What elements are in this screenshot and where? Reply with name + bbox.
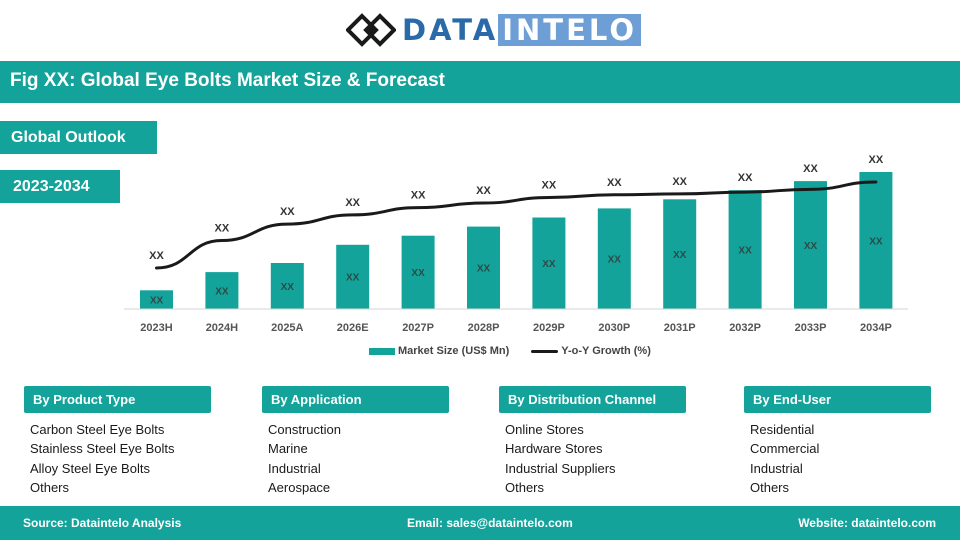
segment-title: By Product Type [24, 386, 211, 413]
bar-value-label: XX [673, 250, 687, 261]
segment-title: By End-User [744, 386, 931, 413]
growth-value-label: XX [738, 172, 753, 184]
list-item: Industrial Suppliers [505, 460, 616, 476]
bar-2027P [401, 235, 435, 309]
list-item: Stainless Steel Eye Bolts [30, 441, 175, 457]
segment-product-type: By Product Type Carbon Steel Eye Bolts S… [24, 386, 211, 497]
brand-logo: DATA INTELO [346, 12, 642, 48]
segment-application: By Application Construction Marine Indus… [262, 386, 449, 497]
bar-2023H [140, 290, 173, 309]
chart-legend: Market Size (US$ Mn) Y-o-Y Growth (%) [369, 345, 651, 357]
title-bar: Fig XX: Global Eye Bolts Market Size & F… [0, 61, 960, 103]
x-tick-label: 2029P [533, 322, 565, 334]
list-item: Alloy Steel Eye Bolts [30, 460, 150, 476]
bar-value-label: XX [150, 295, 164, 306]
bar-2026E [336, 244, 370, 309]
x-tick-label: 2025A [271, 322, 303, 334]
list-item: Marine [268, 441, 308, 457]
bar-value-label: XX [608, 254, 622, 265]
footer-website: Website: dataintelo.com [798, 516, 936, 530]
bar-value-label: XX [804, 241, 818, 252]
legend-line-label: Y-o-Y Growth (%) [561, 345, 651, 357]
legend-bar-label: Market Size (US$ Mn) [398, 345, 510, 357]
growth-value-label: XX [542, 180, 557, 192]
footer-source: Source: Dataintelo Analysis [23, 516, 182, 530]
list-item: Others [505, 479, 545, 495]
x-tick-label: 2027P [402, 322, 434, 334]
bar-value-label: XX [738, 245, 752, 256]
bar-value-label: XX [215, 286, 229, 297]
growth-value-label: XX [607, 177, 622, 189]
bar-value-label: XX [477, 264, 491, 275]
list-item: Online Stores [505, 422, 584, 437]
bar-2031P [663, 199, 697, 309]
segment-title: By Distribution Channel [499, 386, 686, 413]
bar-2034P [859, 172, 893, 309]
x-tick-label: 2028P [468, 322, 500, 334]
growth-value-label: XX [476, 185, 491, 197]
list-item: Commercial [750, 441, 820, 457]
growth-value-label: XX [149, 250, 164, 262]
diamond-knot-icon [346, 13, 396, 47]
x-tick-label: 2024H [206, 322, 238, 334]
bar-value-label: XX [281, 282, 295, 293]
bar-2033P [794, 181, 827, 309]
brand-name-part2: INTELO [498, 14, 642, 46]
legend-line-swatch [531, 349, 559, 353]
x-tick-label: 2033P [795, 322, 827, 334]
bar-2025A [270, 263, 304, 309]
list-item: Carbon Steel Eye Bolts [30, 422, 165, 437]
x-tick-label: 2030P [598, 322, 630, 334]
growth-value-label: XX [280, 206, 295, 218]
x-tick-label: 2032P [729, 322, 761, 334]
segment-title: By Application [262, 386, 449, 413]
bar-2030P [597, 208, 631, 309]
bar-value-label: XX [869, 236, 883, 247]
list-item: Aerospace [268, 479, 331, 495]
bar-value-label: XX [346, 273, 360, 284]
bar-2029P [532, 217, 566, 309]
growth-value-label: XX [869, 154, 884, 166]
list-item: Others [30, 479, 70, 495]
list-item: Residential [750, 422, 815, 437]
outlook-tag: Global Outlook [0, 121, 157, 154]
growth-value-label: XX [672, 176, 687, 188]
footer-bar: Source: Dataintelo Analysis Email: sales… [0, 506, 960, 540]
growth-line [155, 180, 878, 270]
list-item: Industrial [268, 460, 321, 476]
list-item: Industrial [750, 460, 803, 476]
x-tick-label: 2023H [140, 322, 172, 334]
brand-name-part1: DATA [402, 13, 499, 47]
x-tick-label: 2031P [664, 322, 696, 334]
growth-value-label: XX [345, 197, 360, 209]
list-item: Others [750, 479, 790, 495]
growth-value-label: XX [215, 223, 230, 235]
segment-end-user: By End-User Residential Commercial Indus… [744, 386, 931, 497]
segment-list: Online Stores Hardware Stores Industrial… [499, 420, 686, 497]
bar-2028P [467, 226, 500, 309]
bar-2024H [205, 272, 239, 309]
bar-2032P [728, 190, 762, 309]
page-title: Fig XX: Global Eye Bolts Market Size & F… [10, 70, 446, 91]
market-chart: XX 2023H XX 2024H XX 2025A XX 2026E XX 2027P XX 202… [124, 154, 908, 334]
x-tick-label: 2026E [337, 322, 369, 334]
x-tick-label: 2034P [860, 322, 892, 334]
bar-value-label: XX [542, 259, 556, 270]
segment-list: Construction Marine Industrial Aerospace [262, 420, 449, 497]
list-item: Construction [268, 422, 341, 437]
legend-bar-swatch [369, 347, 395, 355]
period-tag: 2023-2034 [0, 170, 120, 203]
growth-value-label: XX [803, 163, 818, 175]
growth-value-label: XX [411, 190, 426, 202]
bar-value-label: XX [411, 268, 425, 279]
segment-list: Carbon Steel Eye Bolts Stainless Steel E… [24, 420, 211, 497]
segment-list: Residential Commercial Industrial Others [744, 420, 931, 497]
list-item: Hardware Stores [505, 441, 603, 457]
segment-distribution-channel: By Distribution Channel Online Stores Ha… [499, 386, 686, 497]
footer-email: Email: sales@dataintelo.com [407, 516, 573, 530]
